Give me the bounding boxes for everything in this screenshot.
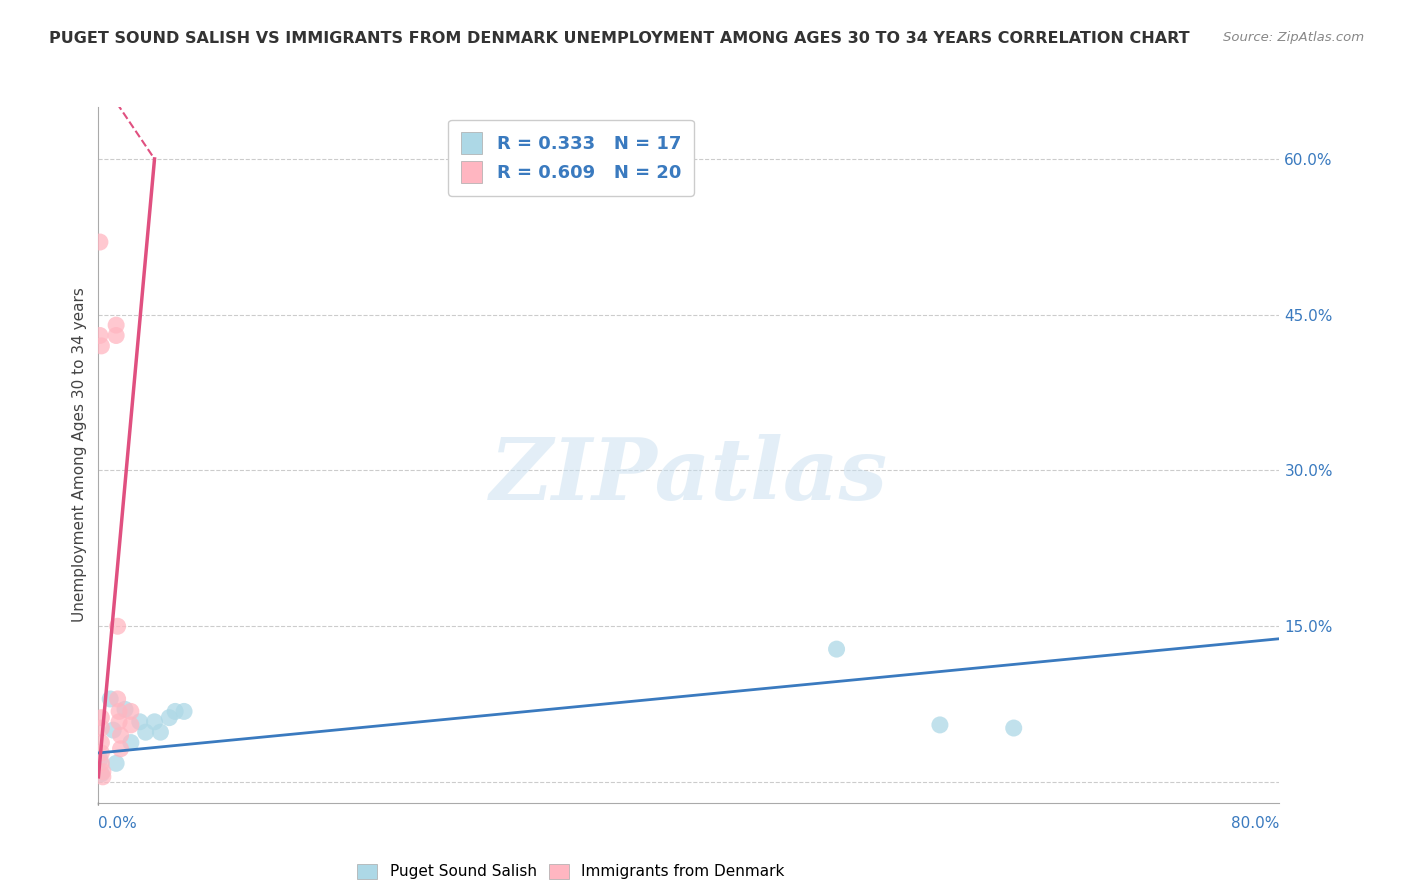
Point: [90, 756, 112, 771]
Point: [89, 752, 111, 766]
Point: [98, 692, 121, 706]
Text: Source: ZipAtlas.com: Source: ZipAtlas.com: [1223, 31, 1364, 45]
Point: [91, 764, 114, 779]
Point: [157, 711, 180, 725]
Text: 80.0%: 80.0%: [1232, 816, 1279, 830]
Point: [105, 328, 128, 343]
Legend: Puget Sound Salish, Immigrants from Denmark: Puget Sound Salish, Immigrants from Denm…: [352, 857, 790, 886]
Point: [107, 692, 129, 706]
Point: [89, 235, 111, 249]
Point: [120, 735, 142, 749]
Point: [90, 721, 112, 735]
Point: [91, 770, 114, 784]
Point: [165, 705, 187, 719]
Point: [173, 705, 195, 719]
Point: [110, 741, 132, 756]
Point: [103, 723, 125, 738]
Point: [120, 718, 142, 732]
Point: [105, 756, 128, 771]
Point: [107, 619, 129, 633]
Point: [110, 728, 132, 742]
Point: [143, 714, 166, 729]
Point: [105, 318, 128, 332]
Text: PUGET SOUND SALISH VS IMMIGRANTS FROM DENMARK UNEMPLOYMENT AMONG AGES 30 TO 34 Y: PUGET SOUND SALISH VS IMMIGRANTS FROM DE…: [49, 31, 1189, 46]
Point: [90, 766, 112, 780]
Point: [114, 702, 136, 716]
Point: [135, 725, 157, 739]
Point: [149, 725, 172, 739]
Point: [89, 328, 111, 343]
Text: ZIPatlas: ZIPatlas: [489, 434, 889, 517]
Point: [928, 718, 950, 732]
Point: [108, 705, 131, 719]
Point: [120, 705, 142, 719]
Point: [825, 642, 848, 657]
Y-axis label: Unemployment Among Ages 30 to 34 years: Unemployment Among Ages 30 to 34 years: [72, 287, 87, 623]
Text: 0.0%: 0.0%: [98, 816, 138, 830]
Point: [90, 735, 112, 749]
Point: [90, 339, 112, 353]
Point: [90, 711, 112, 725]
Point: [1002, 721, 1025, 735]
Point: [90, 746, 112, 760]
Point: [128, 714, 150, 729]
Point: [108, 714, 131, 729]
